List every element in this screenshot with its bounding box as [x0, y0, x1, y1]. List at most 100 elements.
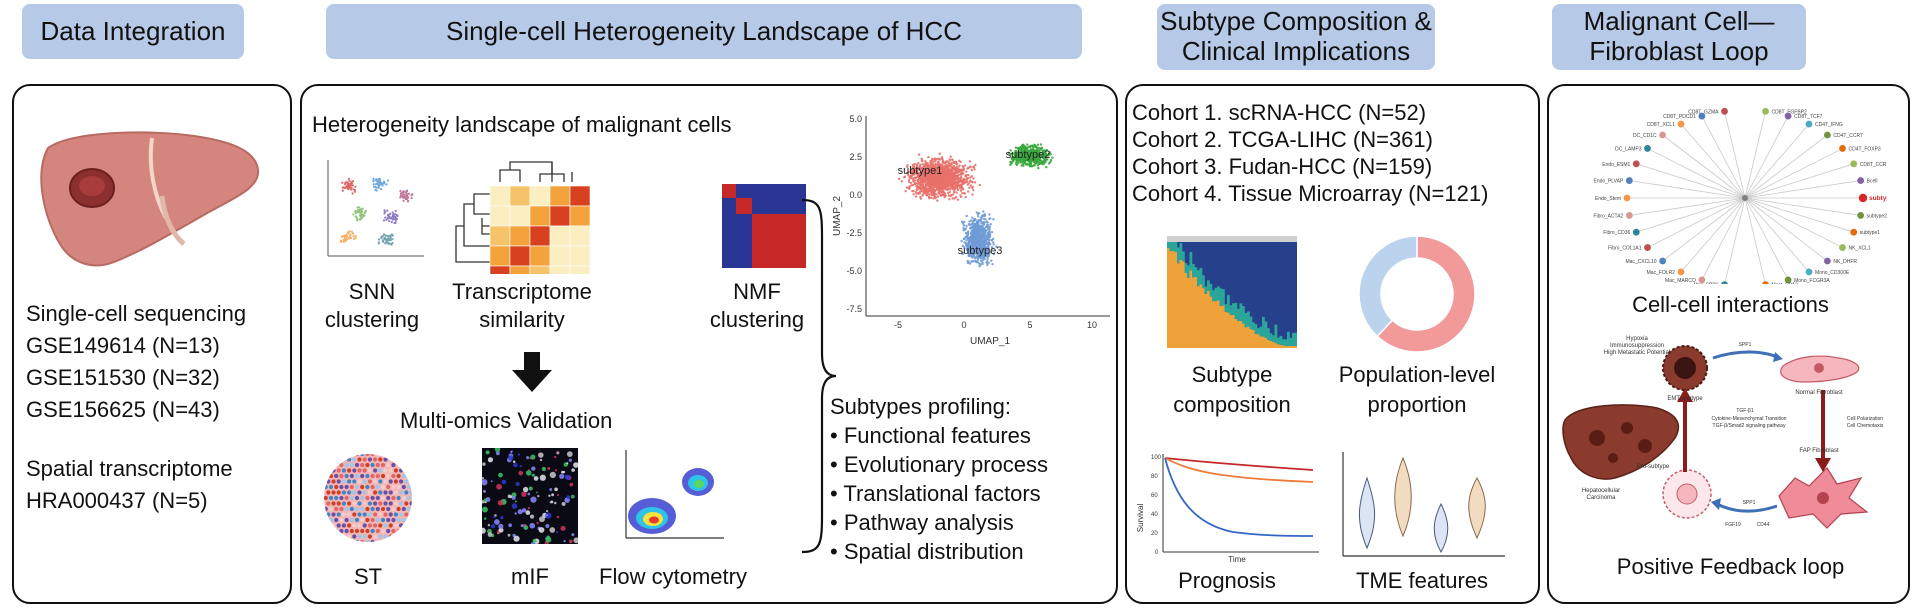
- composition-bar-teal: [1262, 316, 1265, 337]
- composition-bar-teal: [1184, 263, 1188, 274]
- network-node: [1784, 112, 1792, 120]
- header-landscape: Single-cell Heterogeneity Landscape of H…: [326, 4, 1082, 59]
- composition-bar-orange: [1282, 345, 1285, 348]
- composition-bar-orange: [1237, 321, 1240, 348]
- loop-label-hypoxia: Hypoxia: [1626, 336, 1648, 342]
- composition-bar-orange: [1294, 346, 1297, 348]
- network-edge: [1724, 197, 1746, 284]
- composition-bar-teal: [1202, 275, 1205, 289]
- st-title: Spatial transcriptome: [26, 456, 233, 481]
- network-node: [1625, 212, 1633, 219]
- composition-bar-orange: [1172, 250, 1175, 348]
- composition-bar-orange: [1204, 293, 1208, 348]
- loop-label-mol-1: SPP1: [1743, 500, 1756, 506]
- network-node: [1659, 257, 1667, 265]
- network-edge: [1662, 134, 1746, 199]
- network-edge: [1744, 197, 1861, 216]
- survival-plot: Survival 100 80 60 40 20 0 Time: [1136, 454, 1319, 564]
- validation-label: Multi-omics Validation: [400, 408, 613, 433]
- network-label: CD8T_FGFBP2: [1771, 109, 1807, 115]
- composition-bar-teal: [1244, 312, 1248, 328]
- network-label: subtype1: [1860, 230, 1881, 236]
- network-edge: [1744, 163, 1854, 199]
- violin-2: [1394, 456, 1412, 538]
- proportion-label-line2: proportion: [1367, 392, 1467, 417]
- scrna-set-1: GSE149614 (N=13): [26, 333, 220, 358]
- nmf-label-line2: clustering: [709, 307, 805, 332]
- prognosis-label: Prognosis: [1178, 568, 1276, 593]
- composition-bar-orange: [1182, 261, 1185, 348]
- umap-ytick: -5.0: [846, 266, 862, 276]
- network-node: [1721, 107, 1728, 115]
- st-label: ST: [353, 564, 383, 589]
- network-label: subtype2: [1867, 213, 1887, 219]
- network-label: CD4T_IFNG: [1815, 122, 1843, 128]
- header-data-integration-text: Data Integration: [40, 15, 226, 46]
- network-label: CD8T_XCL1: [1647, 122, 1676, 128]
- composition-bar-teal: [1292, 333, 1295, 346]
- similarity-heatmap: [455, 161, 591, 274]
- profiling-item-3: • Translational factors: [830, 481, 1041, 506]
- heatmap-cell: [569, 265, 591, 274]
- network-label: Fibro_ACTA2: [1593, 213, 1623, 219]
- umap-ytick: 5.0: [849, 114, 862, 124]
- liver-shape: [40, 131, 260, 267]
- network-node: [1805, 120, 1813, 128]
- network-edge: [1744, 197, 1843, 248]
- nmf-label-line1: NMF: [733, 279, 781, 304]
- composition-bar-orange: [1184, 273, 1188, 348]
- liver-illustration: [40, 131, 260, 267]
- network-node: [1677, 120, 1685, 128]
- survival-ytick-20: 20: [1151, 531, 1158, 537]
- network-node: [1784, 276, 1792, 284]
- proportion-label: Population-level proportion: [1327, 360, 1507, 420]
- survival-ytick-40: 40: [1151, 512, 1158, 518]
- composition-bar-orange: [1209, 296, 1213, 348]
- network-label: Fibro_CD36: [1603, 230, 1630, 236]
- network-label: Mono_FCGR3A: [1794, 278, 1830, 284]
- survival-ylabel: Survival: [1136, 504, 1145, 533]
- panel-data-integration: Single-cell sequencing GSE149614 (N=13) …: [12, 84, 292, 604]
- header-loop-line2: Fibroblast Loop: [1589, 36, 1769, 66]
- nmf-matrix: [722, 184, 806, 268]
- network-node: [1644, 244, 1651, 251]
- composition-label-line1: Subtype: [1191, 362, 1273, 387]
- header-subtype: Subtype Composition & Clinical Implicati…: [1157, 4, 1435, 70]
- umap-cluster-label: subtype1: [898, 165, 943, 177]
- composition-bar-orange: [1247, 326, 1250, 348]
- network-edge: [1744, 134, 1828, 199]
- composition-bar-orange: [1284, 346, 1288, 348]
- umap-xlabel: UMAP_1: [970, 336, 1010, 347]
- network-label: CD4T_CCR7: [1833, 133, 1863, 139]
- composition-bar-orange: [1227, 312, 1230, 348]
- composition-bar-teal: [1272, 335, 1275, 342]
- gallbladder: [159, 195, 186, 246]
- snn-tsne-plot: [327, 160, 424, 257]
- composition-bar-teal: [1277, 337, 1280, 345]
- umap-ytick: 0.0: [849, 190, 862, 200]
- network-node: [1721, 281, 1728, 284]
- heatmap-cell: [489, 205, 511, 227]
- network-label: NK_DHFR: [1833, 259, 1857, 265]
- composition-bar-teal: [1182, 251, 1185, 262]
- loop-label-smad: TGF-β/Smad2 signaling pathway: [1713, 423, 1786, 429]
- network-edge: [1647, 148, 1746, 199]
- tme-violins: [1342, 452, 1505, 557]
- survival-curve-blue: [1164, 457, 1314, 537]
- network-label: Mac_SPP1: [1693, 283, 1718, 284]
- heatmap-cell: [489, 185, 511, 207]
- loop-label-immuno: Immunosuppression: [1610, 343, 1664, 349]
- composition-bar-orange: [1242, 323, 1245, 348]
- composition-bar-orange: [1269, 340, 1273, 348]
- flow-label: Flow cytometry: [599, 564, 747, 589]
- composition-bar-teal: [1197, 270, 1200, 287]
- composition-bar-teal: [1189, 252, 1193, 271]
- composition-bar-orange: [1169, 251, 1173, 348]
- dendrogram-top: [499, 161, 573, 182]
- network-edge: [1744, 115, 1789, 199]
- interaction-network: CD8T_GZMA CD8T_FGFBP2 CD8T_PDCD1 CD8T_TCF7 C…: [1593, 107, 1887, 284]
- loop-label-tgfb1: TGF-β1: [1736, 408, 1754, 414]
- composition-bar-orange: [1202, 288, 1205, 348]
- loop-liver: [1562, 404, 1680, 480]
- composition-bar-orange: [1244, 327, 1248, 348]
